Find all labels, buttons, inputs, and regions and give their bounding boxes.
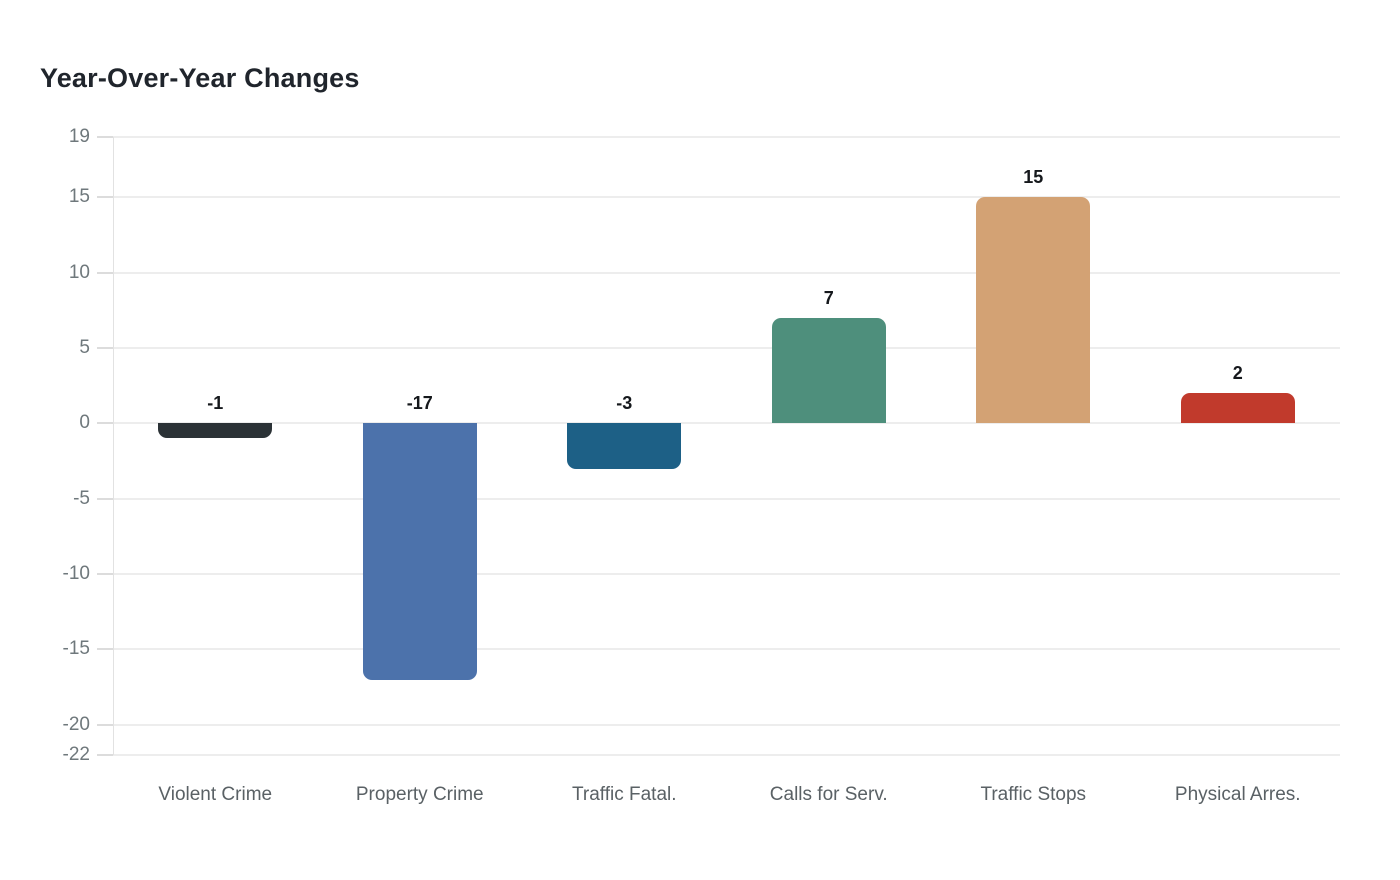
bar-physical-arres: [1180, 393, 1295, 424]
bar-value-label: 2: [1232, 363, 1243, 384]
x-axis-label: Physical Arres.: [1174, 784, 1301, 805]
bar-value-label: -1: [207, 393, 224, 414]
bar-value-label: -3: [616, 393, 633, 414]
y-tick-mark: [97, 648, 113, 651]
y-tick-label: -15: [62, 638, 90, 660]
y-tick-mark: [97, 723, 113, 726]
y-tick-mark: [97, 196, 113, 199]
gridline: [113, 648, 1340, 651]
y-tick-label: -10: [62, 563, 90, 585]
y-tick-mark: [97, 497, 113, 500]
y-tick-mark: [97, 754, 113, 756]
y-tick-mark: [97, 422, 113, 425]
y-axis-line: [113, 137, 114, 755]
x-axis-label: Calls for Serv.: [769, 784, 888, 805]
gridline: [113, 497, 1340, 500]
y-tick-mark: [97, 136, 113, 138]
gridline: [113, 573, 1340, 576]
y-tick-label: 10: [68, 261, 90, 283]
gridline: [113, 754, 1340, 756]
x-axis-label: Property Crime: [355, 784, 484, 805]
x-axis-label: Traffic Fatal.: [571, 784, 677, 805]
y-tick-label: 15: [68, 186, 90, 208]
x-axis-label: Violent Crime: [158, 784, 273, 805]
y-tick-label: 19: [68, 126, 90, 147]
bar-value-label: 7: [823, 287, 834, 308]
gridline: [113, 271, 1340, 274]
y-tick-label: 5: [79, 337, 90, 359]
y-tick-label: -22: [62, 744, 90, 765]
bar-traffic-stops: [976, 197, 1091, 424]
gridline: [113, 196, 1340, 199]
bar-calls-for-serv: [771, 317, 886, 424]
bar-value-label: -17: [406, 393, 433, 414]
bar-property-crime: [362, 423, 477, 680]
y-tick-label: -5: [73, 487, 90, 509]
chart-title: Year-Over-Year Changes: [40, 63, 360, 93]
x-axis-label: Traffic Stops: [980, 784, 1087, 805]
gridline: [113, 136, 1340, 138]
y-tick-label: -20: [62, 713, 90, 735]
gridline: [113, 347, 1340, 350]
y-tick-mark: [97, 573, 113, 576]
bar-violent-crime: [158, 423, 273, 439]
gridline: [113, 422, 1340, 425]
gridline: [113, 723, 1340, 726]
y-tick-mark: [97, 347, 113, 350]
bar-traffic-fatal: [567, 423, 682, 469]
y-tick-mark: [97, 271, 113, 274]
y-tick-label: 0: [79, 412, 90, 434]
bar-value-label: 15: [1023, 167, 1044, 188]
